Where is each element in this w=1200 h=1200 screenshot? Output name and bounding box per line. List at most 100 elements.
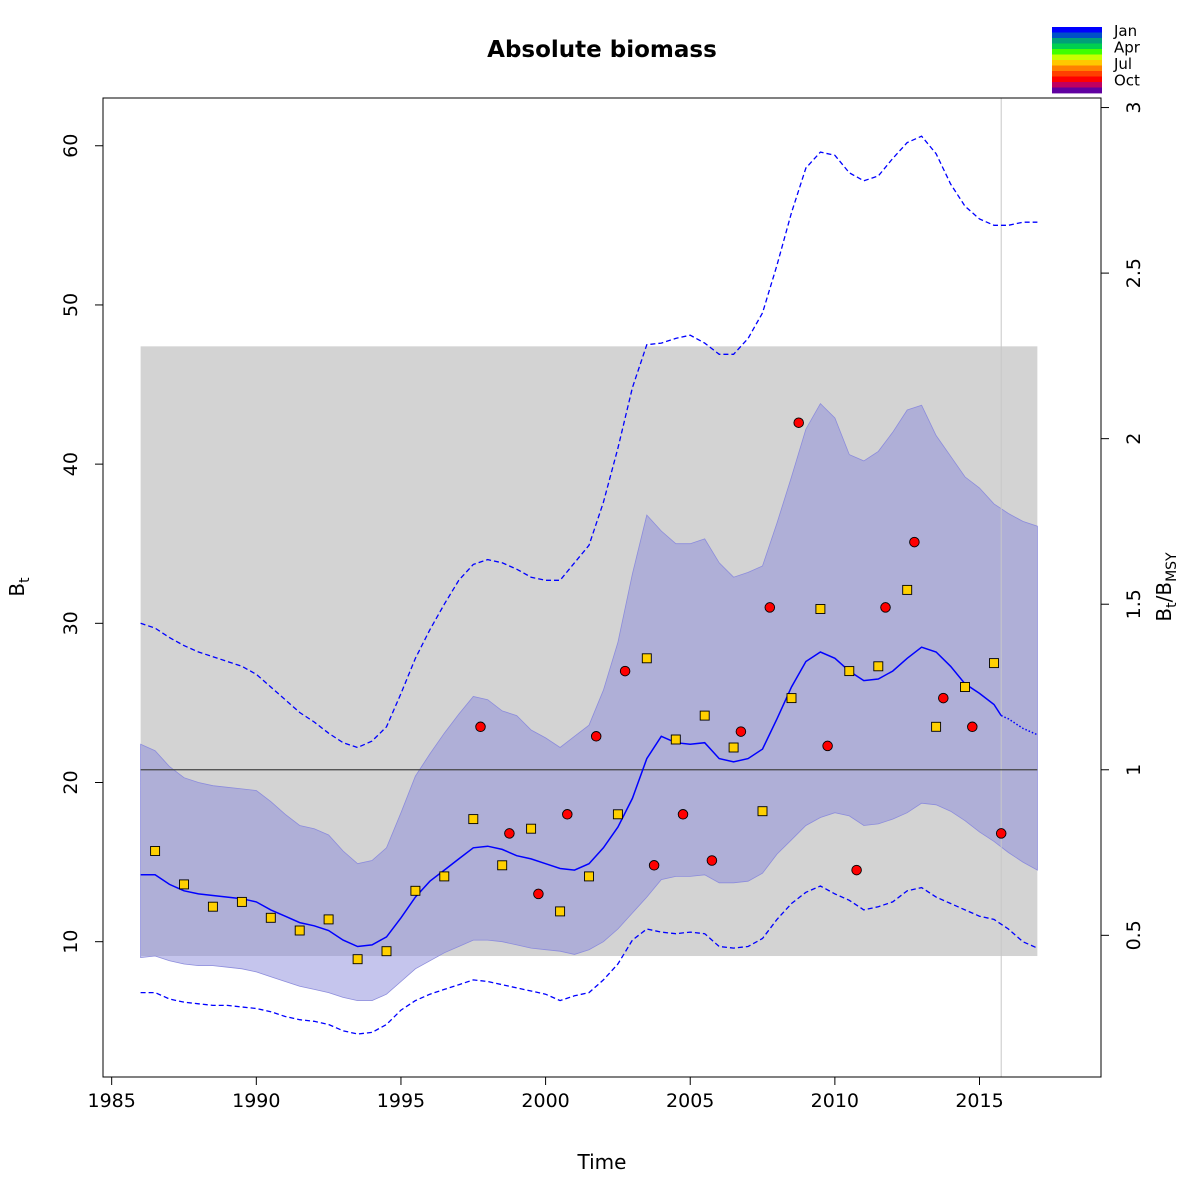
index1-point [793, 417, 804, 428]
index2-point [555, 906, 566, 917]
index2-point [179, 879, 189, 890]
x-tick-label: 2010 [811, 1090, 859, 1112]
index1-point [706, 855, 718, 866]
index2-point [265, 912, 276, 923]
y2-tick-label: 2 [1123, 433, 1145, 445]
index2-point [670, 734, 681, 745]
x-axis: 1985 1990 1995 2000 2005 2010 2015 [87, 1076, 1004, 1112]
x-tick-label: 2015 [955, 1090, 1003, 1112]
index2-point [236, 896, 247, 907]
y-axis-title-sub: t [17, 577, 33, 583]
index2-point [873, 661, 884, 672]
y-tick-label: 30 [60, 611, 82, 635]
legend-month-label: Apr [1114, 39, 1141, 57]
index2-point [989, 658, 999, 669]
x-tick-label: 2000 [521, 1090, 569, 1112]
y2-axis-title-sub2: MSY [1164, 552, 1180, 582]
index2-point [612, 809, 623, 820]
chart-title: Absolute biomass [487, 37, 717, 63]
x-tick-label: 1990 [232, 1090, 280, 1112]
x-tick-label: 1985 [87, 1090, 135, 1112]
y-tick-label: 40 [60, 452, 82, 476]
x-tick-label: 2005 [666, 1090, 714, 1112]
x-axis-title: Time [577, 1150, 627, 1174]
y2-tick-label: 0.5 [1123, 920, 1145, 950]
plot-area [140, 98, 1038, 1077]
biomass-confidence-band [140, 402, 1038, 1001]
legend-color-swatch [1052, 43, 1102, 50]
index2-point [150, 846, 161, 856]
legend-month-label: Jul [1113, 55, 1132, 73]
y-tick-label: 20 [60, 770, 82, 794]
y-axis-title-main: B [5, 583, 29, 597]
index2-point [497, 860, 508, 871]
y2-tick-label: 3 [1123, 102, 1145, 114]
legend-color-swatch [1052, 82, 1102, 88]
index1-point [648, 860, 660, 871]
y2-axis-title-main: B [1152, 608, 1176, 622]
index2-point [960, 682, 970, 692]
legend-color-swatch [1052, 76, 1102, 83]
index1-point [475, 721, 486, 733]
index1-point [880, 602, 891, 613]
index1-point [995, 828, 1007, 839]
index2-point [381, 946, 392, 957]
index2-point [786, 693, 797, 704]
index2-point [468, 814, 479, 825]
legend-month-label: Oct [1114, 72, 1140, 90]
y-tick-label: 60 [60, 134, 82, 158]
y-tick-label: 50 [60, 293, 82, 317]
legend-color-swatch [1052, 32, 1102, 39]
index2-point [584, 871, 594, 882]
y-tick-label: 10 [60, 930, 82, 954]
legend-color-swatch [1052, 49, 1102, 55]
secondary-y-axis: 0.5 1 1.5 2 2.5 3 [1100, 102, 1145, 950]
y-axis: 10 20 30 40 50 60 [60, 134, 104, 954]
index2-point [207, 901, 218, 912]
pred-lower-line [140, 885, 1038, 1035]
index1-point [562, 809, 573, 820]
pred-upper-line [140, 135, 1038, 749]
index1-point [764, 602, 776, 613]
legend-color-swatch [1052, 65, 1102, 72]
index2-point [439, 871, 450, 882]
index1-point [590, 731, 602, 742]
index2-point [526, 823, 537, 834]
legend-month-label: Jan [1113, 22, 1137, 40]
legend-color-swatch [1052, 60, 1102, 66]
y2-axis-title-slash: /B [1152, 582, 1176, 602]
index1-point [909, 536, 920, 548]
index2-point [410, 885, 421, 896]
index2-point [931, 721, 942, 732]
index1-point [938, 692, 949, 704]
index1-point [533, 888, 544, 900]
index2-point [352, 954, 363, 965]
index1-point [504, 828, 515, 839]
y2-tick-label: 2.5 [1123, 258, 1145, 288]
index2-point [323, 914, 334, 925]
index1-point [677, 809, 689, 820]
index2-point [728, 742, 739, 753]
legend-color-swatch [1052, 27, 1102, 33]
y-axis-title: Bt [5, 577, 33, 597]
y2-axis-title-sub: t [1164, 602, 1180, 608]
index2-point [699, 710, 710, 721]
index2-point [902, 584, 913, 595]
index1-point [735, 726, 747, 737]
index1-point [822, 740, 833, 752]
biomass-estimate-line [140, 646, 1002, 948]
legend-color-swatch [1052, 38, 1102, 44]
biomass-forecast-line [1000, 714, 1038, 736]
index1-point [619, 665, 631, 677]
x-tick-label: 1995 [377, 1090, 425, 1112]
y2-tick-label: 1.5 [1123, 589, 1145, 619]
legend-color-swatch [1052, 54, 1102, 61]
index2-point [641, 653, 652, 664]
legend-color-swatch [1052, 87, 1102, 94]
legend-color-swatch [1052, 71, 1102, 77]
y2-tick-label: 1 [1123, 764, 1145, 776]
index2-point [294, 925, 305, 936]
index2-point [815, 604, 826, 614]
